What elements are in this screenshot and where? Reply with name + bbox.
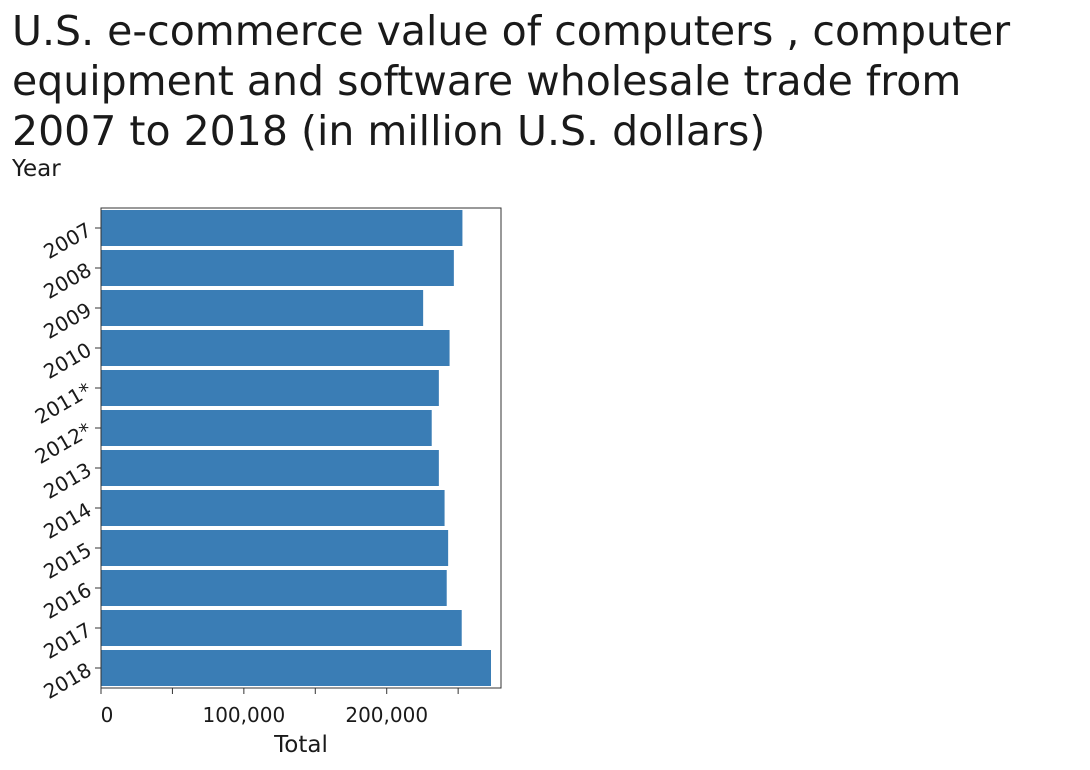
chart-title: U.S. e-commerce value of computers , com… — [12, 7, 1011, 155]
bar-2016 — [101, 570, 447, 606]
y-tick-label: 2015 — [39, 538, 95, 584]
y-tick-label: 2008 — [39, 258, 95, 304]
y-tick-label: 2010 — [39, 338, 95, 384]
y-axis-label: Year — [12, 156, 61, 182]
bar-2015 — [101, 530, 449, 566]
y-tick-label: 2018 — [39, 658, 95, 704]
bars-group — [101, 210, 491, 686]
y-tick-label: 2007 — [39, 218, 95, 264]
y-tick-label: 2016 — [39, 578, 95, 624]
bar-2009 — [101, 290, 424, 326]
bar-2007 — [101, 210, 463, 246]
y-tick-label: 2017 — [39, 618, 95, 664]
x-tick-label: 200,000 — [345, 703, 428, 727]
bar-2018 — [101, 650, 491, 686]
y-axis-ticks: 20072008200920102011*2012*20132014201520… — [31, 218, 101, 704]
x-tick-label: 0 — [101, 703, 114, 727]
bar-2012-est — [101, 410, 432, 446]
bar-2017 — [101, 610, 462, 646]
y-tick-label: 2014 — [39, 498, 95, 544]
bar-2013 — [101, 450, 439, 486]
x-axis-label: Total — [273, 732, 328, 758]
bar-2010 — [101, 330, 450, 366]
bar-2011-est — [101, 370, 439, 406]
plot-frame — [100, 207, 502, 689]
x-axis-ticks: 0 100,000 200,000 — [100, 688, 459, 727]
bar-2008 — [101, 250, 454, 286]
bar-2014 — [101, 490, 445, 526]
y-tick-label: 2011* — [31, 378, 96, 429]
x-tick-label: 100,000 — [202, 703, 285, 727]
y-tick-label: 2009 — [39, 298, 95, 344]
